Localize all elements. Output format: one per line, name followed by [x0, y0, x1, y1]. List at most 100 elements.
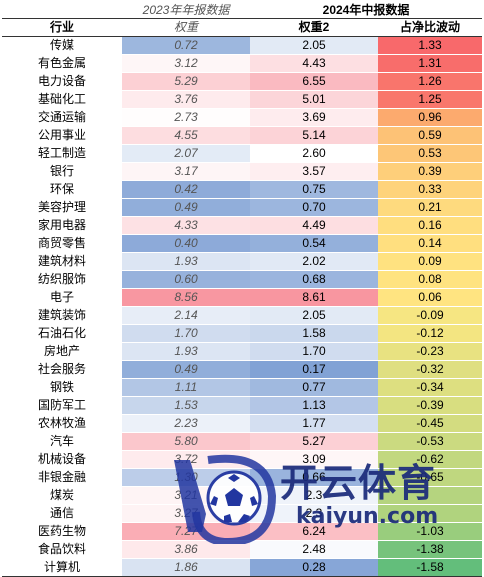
- change-cell: 1.31: [378, 54, 483, 73]
- industry-cell: 银行: [2, 162, 122, 181]
- table-row: 非银金融 1.30 0.66 -0.65: [2, 468, 483, 487]
- industry-cell: 基础化工: [2, 90, 122, 109]
- table-row: 家用电器 4.33 4.49 0.16: [2, 216, 483, 235]
- weight-2024-cell: 2.48: [250, 540, 378, 559]
- industry-cell: 纺织服饰: [2, 270, 122, 289]
- table-row: 商贸零售 0.40 0.54 0.14: [2, 234, 483, 253]
- weight-2023-cell: 7.27: [122, 522, 250, 541]
- weight-2024-cell: 2.60: [250, 144, 378, 163]
- col-header-change: 占净比波动: [378, 18, 483, 37]
- change-cell: [378, 504, 483, 523]
- weight-2023-cell: 3.12: [122, 54, 250, 73]
- change-cell: 0.21: [378, 198, 483, 217]
- change-cell: -0.39: [378, 396, 483, 415]
- weight-2023-cell: 1.30: [122, 468, 250, 487]
- industry-cell: 家用电器: [2, 216, 122, 235]
- weight-2023-cell: 5.80: [122, 432, 250, 451]
- industry-cell: 商贸零售: [2, 234, 122, 253]
- change-cell: -1.58: [378, 558, 483, 577]
- weight-2024-cell: 4.43: [250, 54, 378, 73]
- weight-2024-cell: 2.3: [250, 504, 378, 523]
- change-cell: 1.26: [378, 72, 483, 91]
- industry-cell: 电力设备: [2, 72, 122, 91]
- change-cell: -0.34: [378, 378, 483, 397]
- weight-2023-cell: 0.72: [122, 36, 250, 55]
- table-row: 食品饮料 3.86 2.48 -1.38: [2, 540, 483, 559]
- industry-cell: 社会服务: [2, 360, 122, 379]
- change-cell: -1.38: [378, 540, 483, 559]
- weight-2024-cell: 1.13: [250, 396, 378, 415]
- table-row: 石油石化 1.70 1.58 -0.12: [2, 324, 483, 343]
- table-row: 医药生物 7.27 6.24 -1.03: [2, 522, 483, 541]
- table-row: 传媒 0.72 2.05 1.33: [2, 36, 483, 55]
- weight-2023-cell: 2.14: [122, 306, 250, 325]
- change-cell: -0.09: [378, 306, 483, 325]
- industry-cell: 国防军工: [2, 396, 122, 415]
- weight-2024-cell: 0.66: [250, 468, 378, 487]
- table-row: 社会服务 0.49 0.17 -0.32: [2, 360, 483, 379]
- change-cell: 0.16: [378, 216, 483, 235]
- table-row: 煤炭 3.21 2.3: [2, 486, 483, 505]
- change-cell: -0.53: [378, 432, 483, 451]
- change-cell: 0.08: [378, 270, 483, 289]
- industry-cell: 房地产: [2, 342, 122, 361]
- column-header-row: 行业 权重 权重2 占净比波动: [2, 18, 483, 37]
- industry-cell: 煤炭: [2, 486, 122, 505]
- weight-2023-cell: 0.40: [122, 234, 250, 253]
- weight-2024-cell: 0.28: [250, 558, 378, 577]
- change-cell: -0.12: [378, 324, 483, 343]
- change-cell: 0.14: [378, 234, 483, 253]
- table-row: 银行 3.17 3.57 0.39: [2, 162, 483, 181]
- weight-2023-cell: 2.73: [122, 108, 250, 127]
- weight-2023-cell: 3.27: [122, 504, 250, 523]
- industry-cell: 通信: [2, 504, 122, 523]
- weight-2024-cell: 0.75: [250, 180, 378, 199]
- change-cell: 0.96: [378, 108, 483, 127]
- table-row: 机械设备 3.72 3.09 -0.62: [2, 450, 483, 469]
- weight-2023-cell: 4.33: [122, 216, 250, 235]
- table-row: 国防军工 1.53 1.13 -0.39: [2, 396, 483, 415]
- table-row: 农林牧渔 2.23 1.77 -0.45: [2, 414, 483, 433]
- change-cell: -1.03: [378, 522, 483, 541]
- weight-2023-cell: 1.86: [122, 558, 250, 577]
- weight-2023-cell: 8.56: [122, 288, 250, 307]
- table-row: 通信 3.27 2.3: [2, 504, 483, 523]
- table-row: 基础化工 3.76 5.01 1.25: [2, 90, 483, 109]
- weight-2023-cell: 2.23: [122, 414, 250, 433]
- weight-2023-cell: 3.17: [122, 162, 250, 181]
- change-cell: 0.39: [378, 162, 483, 181]
- change-cell: -0.32: [378, 360, 483, 379]
- weight-2024-cell: 5.01: [250, 90, 378, 109]
- change-cell: -0.23: [378, 342, 483, 361]
- change-cell: 0.09: [378, 252, 483, 271]
- weight-2023-cell: 1.53: [122, 396, 250, 415]
- industry-cell: 非银金融: [2, 468, 122, 487]
- table-row: 汽车 5.80 5.27 -0.53: [2, 432, 483, 451]
- weight-2023-cell: 3.76: [122, 90, 250, 109]
- industry-cell: 美容护理: [2, 198, 122, 217]
- table-body: 传媒 0.72 2.05 1.33 有色金属 3.12 4.43 1.31 电力设备 5.29 6.…: [2, 36, 483, 577]
- weight-2024-cell: 0.68: [250, 270, 378, 289]
- table-row: 电力设备 5.29 6.55 1.26: [2, 72, 483, 91]
- industry-cell: 交通运输: [2, 108, 122, 127]
- weight-2024-cell: 2.02: [250, 252, 378, 271]
- weight-2024-cell: 1.77: [250, 414, 378, 433]
- table-row: 美容护理 0.49 0.70 0.21: [2, 198, 483, 217]
- weight-2024-cell: 0.17: [250, 360, 378, 379]
- weight-2023-cell: 0.42: [122, 180, 250, 199]
- weight-2024-cell: 3.69: [250, 108, 378, 127]
- weight-2023-cell: 0.49: [122, 198, 250, 217]
- weight-2023-cell: 1.93: [122, 252, 250, 271]
- weight-2024-cell: 3.57: [250, 162, 378, 181]
- group-header-2023: 2023年年报数据: [142, 3, 230, 17]
- weight-2023-cell: 3.21: [122, 486, 250, 505]
- weight-2024-cell: 2.05: [250, 306, 378, 325]
- col-header-industry: 行业: [2, 18, 122, 37]
- weight-2023-cell: 0.60: [122, 270, 250, 289]
- weight-2024-cell: 1.58: [250, 324, 378, 343]
- industry-cell: 机械设备: [2, 450, 122, 469]
- industry-cell: 电子: [2, 288, 122, 307]
- table-row: 房地产 1.93 1.70 -0.23: [2, 342, 483, 361]
- weight-2023-cell: 1.70: [122, 324, 250, 343]
